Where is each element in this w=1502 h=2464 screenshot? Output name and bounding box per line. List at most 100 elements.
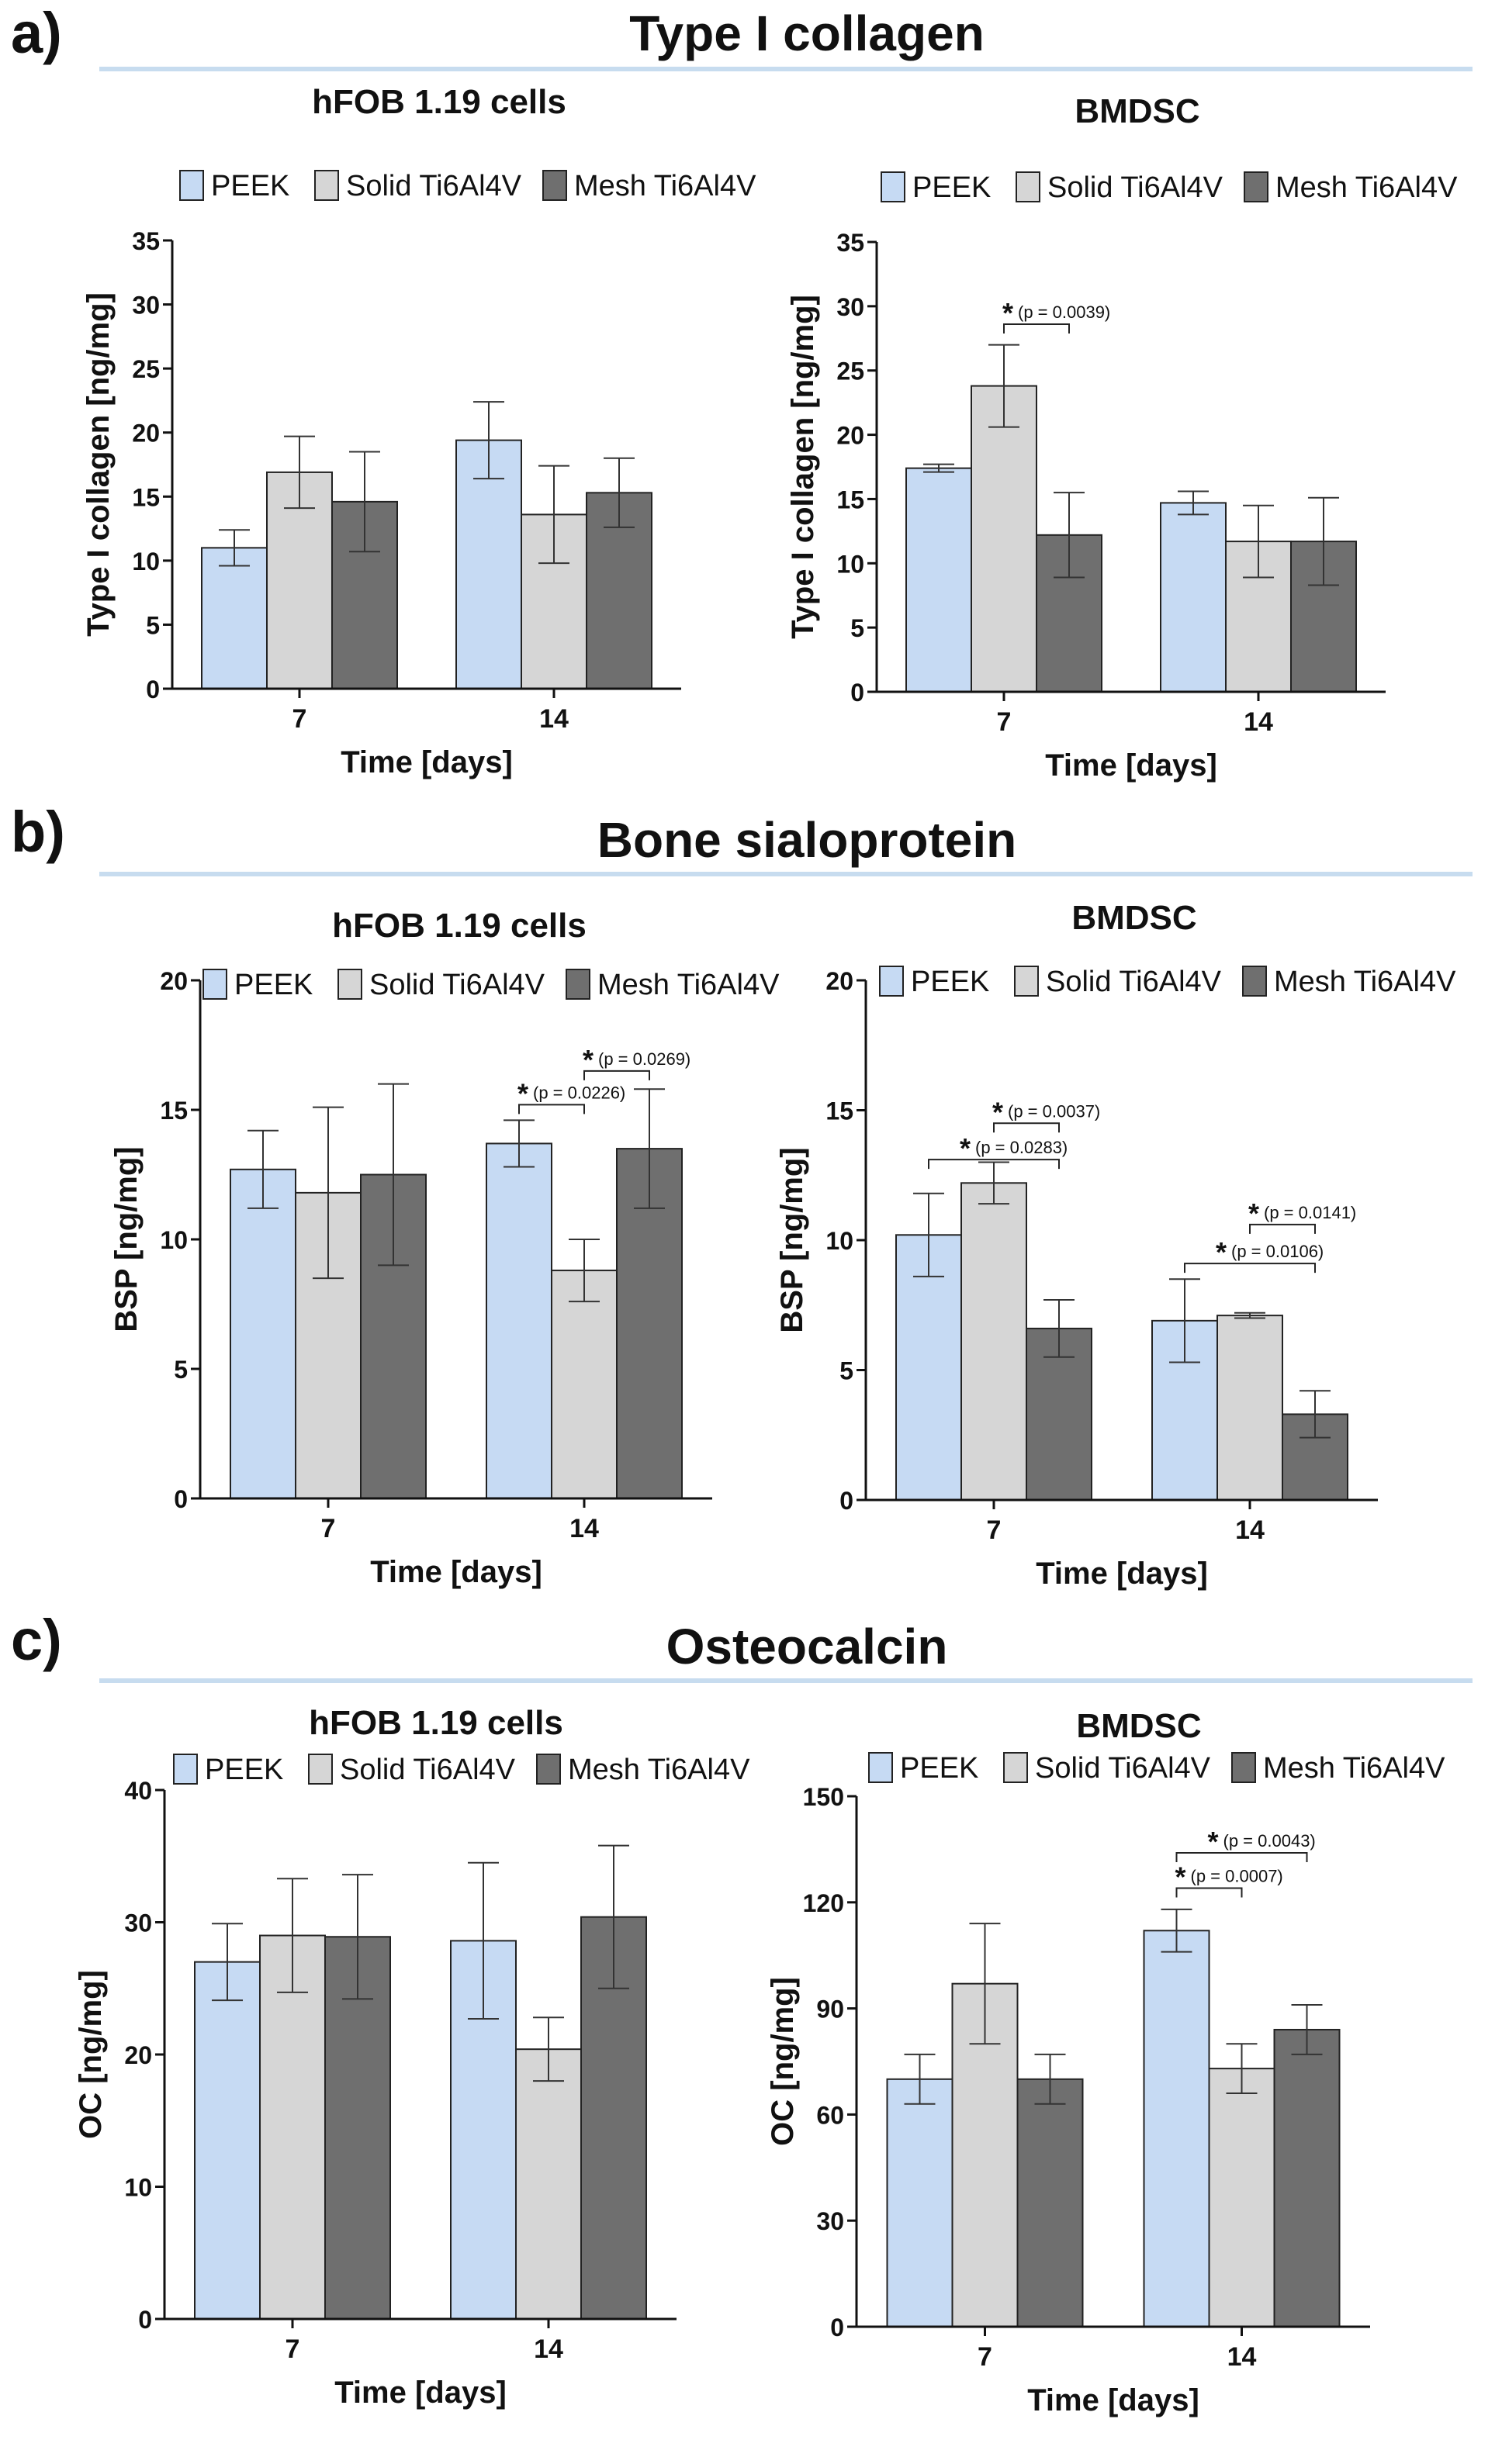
x-tick-label-day-7: 7 bbox=[292, 704, 307, 734]
legend-swatch-solid-ti6al4v bbox=[1003, 1752, 1028, 1783]
y-tick-label: 150 bbox=[803, 1783, 844, 1811]
x-axis-label: Time [days] bbox=[1027, 2383, 1199, 2417]
legend-swatch-solid-ti6al4v bbox=[314, 170, 339, 201]
y-tick-label: 30 bbox=[836, 293, 864, 321]
y-tick-label: 15 bbox=[836, 486, 864, 513]
x-tick-label-day-14: 14 bbox=[1227, 2342, 1257, 2372]
x-tick-label-day-14: 14 bbox=[1244, 707, 1273, 737]
y-tick-label: 90 bbox=[816, 1996, 844, 2023]
legend-swatch-peek bbox=[881, 171, 905, 202]
significance-star: * bbox=[1248, 1197, 1259, 1229]
legend-swatch-peek bbox=[173, 1754, 198, 1785]
significance-star: * bbox=[992, 1096, 1003, 1128]
significance-bracket bbox=[1003, 323, 1070, 334]
section-title-c: Osteocalcin bbox=[666, 1619, 948, 1674]
significance-star: * bbox=[1208, 1826, 1219, 1858]
significance-bracket bbox=[1175, 1851, 1308, 1862]
legend-label-solid-ti6al4v: Solid Ti6Al4V bbox=[1047, 171, 1223, 204]
y-tick-label: 0 bbox=[146, 676, 160, 703]
x-axis-label: Time [days] bbox=[370, 1555, 542, 1589]
legend-swatch-solid-ti6al4v bbox=[337, 969, 362, 1000]
significance-p-value: (p = 0.0007) bbox=[1191, 1867, 1283, 1886]
significance-p-value: (p = 0.0106) bbox=[1231, 1242, 1324, 1261]
bar-peek-day-7 bbox=[230, 1168, 296, 1499]
legend-swatch-mesh-ti6al4v bbox=[1242, 966, 1267, 997]
legend-swatch-peek bbox=[868, 1752, 893, 1783]
legend-swatch-mesh-ti6al4v bbox=[1231, 1752, 1256, 1783]
y-tick-label: 30 bbox=[816, 2207, 844, 2235]
y-tick-label: 15 bbox=[825, 1097, 853, 1125]
section-label-c: c) bbox=[11, 1608, 62, 1672]
y-tick-label: 35 bbox=[836, 229, 864, 257]
y-tick-label: 60 bbox=[816, 2101, 844, 2129]
legend-label-peek: PEEK bbox=[205, 1754, 283, 1786]
legend-label-mesh-ti6al4v: Mesh Ti6Al4V bbox=[597, 969, 780, 1001]
legend-label-peek: PEEK bbox=[911, 966, 989, 998]
section-title-b: Bone sialoprotein bbox=[597, 812, 1017, 868]
bar-peek-day-14 bbox=[486, 1142, 552, 1499]
significance-star: * bbox=[1002, 297, 1013, 329]
y-tick-label: 20 bbox=[160, 967, 188, 995]
section-label-a: a) bbox=[11, 1, 62, 65]
y-axis-label: Type I collagen [ng/mg] bbox=[786, 295, 820, 639]
y-axis-label: BSP [ng/mg] bbox=[109, 1146, 144, 1332]
legend-swatch-mesh-ti6al4v bbox=[542, 170, 567, 201]
significance-star: * bbox=[1216, 1236, 1227, 1268]
legend-swatch-peek bbox=[179, 170, 204, 201]
y-tick-label: 10 bbox=[132, 548, 160, 575]
bar-solid-ti6al4v-day-7 bbox=[259, 1934, 326, 2320]
legend-label-mesh-ti6al4v: Mesh Ti6Al4V bbox=[1263, 1752, 1445, 1785]
bar-solid-ti6al4v-day-7 bbox=[960, 1182, 1027, 1501]
significance-p-value: (p = 0.0269) bbox=[598, 1049, 690, 1069]
bar-peek-day-14 bbox=[1143, 1930, 1210, 2327]
x-tick-label-day-7: 7 bbox=[286, 2334, 300, 2364]
bar-solid-ti6al4v-day-14 bbox=[515, 2048, 582, 2320]
bar-peek-day-14 bbox=[455, 439, 522, 689]
y-tick-label: 35 bbox=[132, 227, 160, 255]
y-tick-label: 5 bbox=[839, 1357, 853, 1385]
y-tick-label: 10 bbox=[160, 1226, 188, 1254]
legend-label-solid-ti6al4v: Solid Ti6Al4V bbox=[1035, 1752, 1211, 1785]
chart-title: hFOB 1.19 cells bbox=[312, 83, 566, 121]
y-tick-label: 40 bbox=[124, 1777, 152, 1805]
y-tick-label: 10 bbox=[836, 550, 864, 578]
chart-title: BMDSC bbox=[1075, 92, 1199, 130]
x-axis-label: Time [days] bbox=[1036, 1557, 1208, 1591]
x-tick-label-day-7: 7 bbox=[997, 707, 1012, 737]
significance-p-value: (p = 0.0141) bbox=[1264, 1203, 1356, 1222]
significance-bracket bbox=[1249, 1223, 1316, 1234]
bar-solid-ti6al4v-day-14 bbox=[1216, 1315, 1283, 1502]
section-rule-a bbox=[99, 67, 1473, 71]
y-tick-label: 0 bbox=[138, 2306, 152, 2334]
x-axis-label: Time [days] bbox=[341, 745, 513, 779]
y-axis-label: BSP [ng/mg] bbox=[775, 1147, 809, 1332]
significance-p-value: (p = 0.0226) bbox=[533, 1083, 625, 1102]
bar-peek-day-7 bbox=[886, 2078, 953, 2327]
legend-label-mesh-ti6al4v: Mesh Ti6Al4V bbox=[568, 1754, 750, 1786]
legend-label-mesh-ti6al4v: Mesh Ti6Al4V bbox=[574, 170, 756, 202]
section-title-a: Type I collagen bbox=[629, 5, 985, 61]
legend-label-solid-ti6al4v: Solid Ti6Al4V bbox=[346, 170, 522, 202]
y-tick-label: 15 bbox=[132, 483, 160, 511]
significance-bracket bbox=[583, 1070, 650, 1080]
y-tick-label: 120 bbox=[803, 1889, 844, 1917]
legend-swatch-solid-ti6al4v bbox=[308, 1754, 333, 1785]
x-axis-label: Time [days] bbox=[1045, 748, 1217, 783]
y-tick-label: 0 bbox=[174, 1485, 188, 1513]
chart-type1-collagen-hfob: hFOB 1.19 cells 0 5 10 15 20 25 30 35 7 14 Time [da… bbox=[81, 83, 756, 779]
y-tick-label: 5 bbox=[174, 1356, 188, 1384]
chart-title: BMDSC bbox=[1071, 899, 1196, 937]
significance-bracket bbox=[1184, 1263, 1316, 1273]
y-tick-label: 20 bbox=[124, 2041, 152, 2069]
significance-p-value: (p = 0.0043) bbox=[1223, 1831, 1316, 1851]
chart-oc-hfob: hFOB 1.19 cells 0 10 20 30 40 7 14 Time [days] OC… bbox=[74, 1704, 750, 2410]
y-tick-label: 20 bbox=[825, 967, 853, 995]
x-tick-label-day-7: 7 bbox=[987, 1515, 1002, 1545]
y-tick-label: 0 bbox=[830, 2314, 844, 2341]
x-axis-label: Time [days] bbox=[334, 2376, 507, 2410]
y-tick-label: 25 bbox=[132, 355, 160, 383]
bar-solid-ti6al4v-day-14 bbox=[551, 1270, 618, 1499]
legend-swatch-mesh-ti6al4v bbox=[1244, 171, 1268, 202]
legend-label-mesh-ti6al4v: Mesh Ti6Al4V bbox=[1275, 171, 1458, 204]
y-tick-label: 20 bbox=[132, 420, 160, 448]
